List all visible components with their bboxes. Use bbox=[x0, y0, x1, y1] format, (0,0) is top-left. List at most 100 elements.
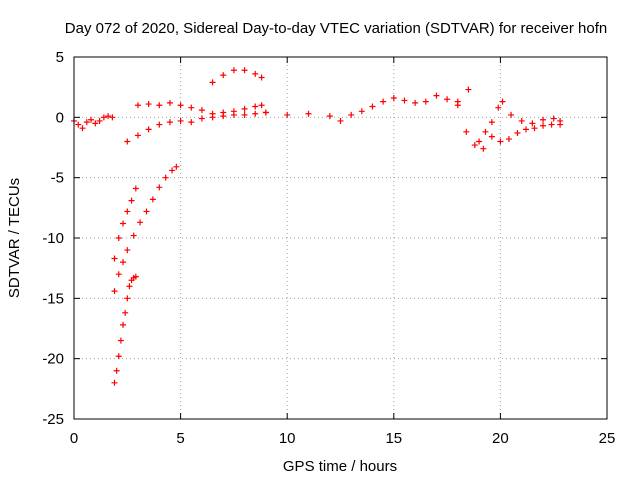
data-point bbox=[156, 121, 163, 128]
y-axis-label: SDTVAR / TECUs bbox=[6, 178, 23, 298]
data-point bbox=[124, 247, 131, 254]
data-point bbox=[79, 125, 86, 132]
data-point bbox=[145, 126, 152, 133]
data-point bbox=[177, 117, 184, 124]
data-point bbox=[390, 95, 397, 102]
y-tick-label: -5 bbox=[51, 170, 64, 187]
data-point bbox=[209, 110, 216, 117]
data-point bbox=[433, 92, 440, 99]
data-point bbox=[198, 107, 205, 114]
x-tick-label: 15 bbox=[385, 430, 402, 447]
data-point bbox=[105, 113, 112, 120]
data-point bbox=[122, 309, 129, 316]
data-point bbox=[134, 132, 141, 139]
data-point bbox=[188, 119, 195, 126]
data-point bbox=[220, 109, 227, 116]
data-point bbox=[471, 142, 478, 149]
data-point bbox=[337, 117, 344, 124]
data-point bbox=[137, 219, 144, 226]
x-tick-label: 0 bbox=[70, 430, 78, 447]
data-point bbox=[488, 133, 495, 140]
series-pass-midday bbox=[262, 86, 472, 124]
data-point bbox=[348, 111, 355, 118]
series-pass-evening-spike bbox=[476, 98, 564, 145]
data-point bbox=[124, 295, 131, 302]
x-tick-label: 20 bbox=[492, 430, 509, 447]
y-tick-label: -25 bbox=[42, 411, 64, 428]
data-point bbox=[422, 98, 429, 105]
data-point bbox=[92, 120, 99, 127]
data-point bbox=[96, 117, 103, 124]
data-point bbox=[115, 353, 122, 360]
data-point bbox=[111, 288, 118, 295]
data-point bbox=[262, 109, 269, 116]
data-point bbox=[188, 104, 195, 111]
data-point bbox=[126, 283, 133, 290]
data-point bbox=[128, 197, 135, 204]
data-point bbox=[476, 138, 483, 145]
x-tick-label: 5 bbox=[176, 430, 184, 447]
data-point bbox=[548, 121, 555, 128]
x-tick-label: 25 bbox=[599, 430, 616, 447]
data-point bbox=[401, 97, 408, 104]
data-point bbox=[162, 174, 169, 181]
data-point bbox=[132, 185, 139, 192]
data-point bbox=[529, 120, 536, 127]
data-point bbox=[514, 130, 521, 137]
data-point bbox=[75, 121, 82, 128]
data-point bbox=[198, 115, 205, 122]
data-points bbox=[71, 67, 564, 386]
data-point bbox=[120, 259, 127, 266]
data-point bbox=[412, 99, 419, 106]
data-point bbox=[111, 255, 118, 262]
data-point bbox=[115, 271, 122, 278]
data-point bbox=[557, 117, 564, 124]
y-tick-label: -20 bbox=[42, 351, 64, 368]
data-point bbox=[531, 125, 538, 132]
data-point bbox=[111, 379, 118, 386]
data-point bbox=[284, 111, 291, 118]
data-point bbox=[230, 67, 237, 74]
data-point bbox=[508, 111, 515, 118]
y-tick-label: 0 bbox=[56, 109, 64, 126]
data-point bbox=[305, 110, 312, 117]
data-point bbox=[480, 145, 487, 152]
data-point bbox=[156, 184, 163, 191]
data-point bbox=[488, 119, 495, 126]
series-pass-lower-arc bbox=[124, 109, 269, 145]
data-point bbox=[88, 116, 95, 123]
data-point bbox=[444, 96, 451, 103]
y-tick-label: 5 bbox=[56, 49, 64, 66]
data-point bbox=[145, 101, 152, 108]
data-point bbox=[132, 273, 139, 280]
data-point bbox=[156, 102, 163, 109]
data-point bbox=[241, 111, 248, 118]
data-point bbox=[482, 128, 489, 135]
data-point bbox=[109, 114, 116, 121]
series-pass-low-steep bbox=[111, 273, 139, 386]
data-point bbox=[209, 79, 216, 86]
data-point bbox=[241, 67, 248, 74]
series-pass-upper-arc bbox=[134, 99, 265, 117]
series-pass-hump bbox=[209, 67, 265, 86]
data-point bbox=[522, 126, 529, 133]
data-point bbox=[166, 99, 173, 106]
chart-title: Day 072 of 2020, Sidereal Day-to-day VTE… bbox=[65, 20, 607, 37]
data-point bbox=[177, 102, 184, 109]
data-point bbox=[252, 70, 259, 77]
data-point bbox=[173, 163, 180, 170]
data-point bbox=[166, 119, 173, 126]
data-point bbox=[115, 235, 122, 241]
series-pass-short-upper bbox=[111, 185, 139, 262]
data-point bbox=[326, 113, 333, 120]
data-point bbox=[540, 116, 547, 123]
data-point bbox=[495, 104, 502, 111]
data-point bbox=[258, 74, 265, 81]
x-tick-label: 10 bbox=[279, 430, 296, 447]
data-point bbox=[169, 167, 176, 174]
data-point bbox=[143, 208, 150, 215]
data-point bbox=[258, 102, 265, 109]
data-point bbox=[100, 114, 107, 121]
data-point bbox=[134, 102, 141, 109]
